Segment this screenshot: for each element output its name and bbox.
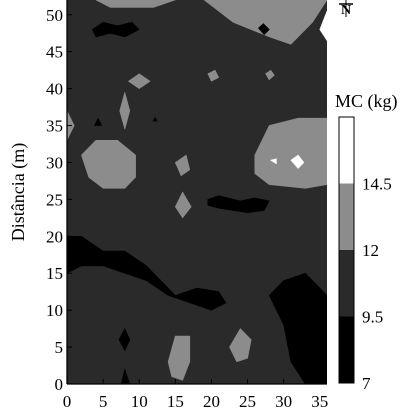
contour-region bbox=[175, 154, 191, 177]
y-tick-label: 30 bbox=[46, 153, 63, 172]
colorbar-title: MC (kg) bbox=[335, 91, 398, 112]
y-tick-labels: 0 5 10 15 20 25 30 35 40 45 50 bbox=[46, 6, 63, 394]
x-tick-label: 15 bbox=[167, 392, 184, 411]
y-tick-label: 10 bbox=[46, 301, 63, 320]
y-tick-label: 15 bbox=[46, 264, 63, 283]
x-tick-label: 10 bbox=[131, 392, 148, 411]
contour-region bbox=[254, 117, 327, 189]
x-tick-label: 0 bbox=[63, 392, 72, 411]
contour-region bbox=[128, 73, 151, 89]
contour-region bbox=[319, 10, 327, 41]
contour-region bbox=[270, 158, 277, 165]
contour-region bbox=[95, 0, 176, 8]
north-arrow-icon: N bbox=[339, 0, 353, 18]
plot-axes bbox=[66, 0, 327, 385]
contour-region bbox=[118, 328, 131, 352]
colorbar-tick-label: 9.5 bbox=[362, 308, 383, 327]
y-tick-label: 35 bbox=[46, 117, 63, 136]
contour-region bbox=[152, 117, 158, 122]
contour-region bbox=[67, 0, 327, 384]
x-tick-label: 25 bbox=[239, 392, 256, 411]
contour-region bbox=[203, 0, 327, 45]
contour-region bbox=[120, 368, 131, 384]
contour-region bbox=[258, 23, 270, 36]
contour-region bbox=[207, 195, 270, 213]
contour-region bbox=[167, 335, 191, 381]
colorbar-tick-label: 12 bbox=[362, 241, 379, 260]
y-tick-label: 0 bbox=[55, 375, 64, 394]
contour-region bbox=[94, 117, 102, 126]
x-tick-label: 30 bbox=[275, 392, 292, 411]
contour-region bbox=[67, 236, 227, 311]
colorbar-tick-label: 14.5 bbox=[362, 175, 392, 194]
contour-region bbox=[229, 328, 252, 363]
contour-region bbox=[265, 69, 275, 81]
colorbar-tick-label: 7 bbox=[362, 374, 371, 393]
contour-regions bbox=[67, 0, 327, 384]
colorbar: 7 9.5 12 14.5 bbox=[338, 116, 392, 393]
colorbar-frame bbox=[338, 116, 355, 384]
contour-region bbox=[207, 69, 219, 82]
x-tick-label: 20 bbox=[203, 392, 220, 411]
y-tick-label: 5 bbox=[55, 338, 64, 357]
y-tick-label: 25 bbox=[46, 190, 63, 209]
colorbar-segment bbox=[339, 316, 354, 383]
y-tick-label: 40 bbox=[46, 80, 63, 99]
x-tick-label: 35 bbox=[311, 392, 328, 411]
y-tick-label: 20 bbox=[46, 227, 63, 246]
contour-region bbox=[92, 21, 140, 38]
contour-region bbox=[268, 272, 327, 384]
colorbar-segment bbox=[339, 250, 354, 317]
y-tick-label: 45 bbox=[46, 43, 63, 62]
colorbar-segment bbox=[339, 117, 354, 184]
x-tick-labels: 0 5 10 15 20 25 30 35 bbox=[63, 392, 329, 411]
contour-region bbox=[81, 140, 136, 189]
contour-region bbox=[290, 154, 305, 169]
y-tick-label: 50 bbox=[46, 6, 63, 25]
contour-region bbox=[175, 191, 192, 219]
y-axis-label: Distância (m) bbox=[8, 143, 29, 241]
contour-region bbox=[119, 92, 131, 130]
x-tick-label: 5 bbox=[99, 392, 108, 411]
colorbar-segment bbox=[339, 183, 354, 250]
